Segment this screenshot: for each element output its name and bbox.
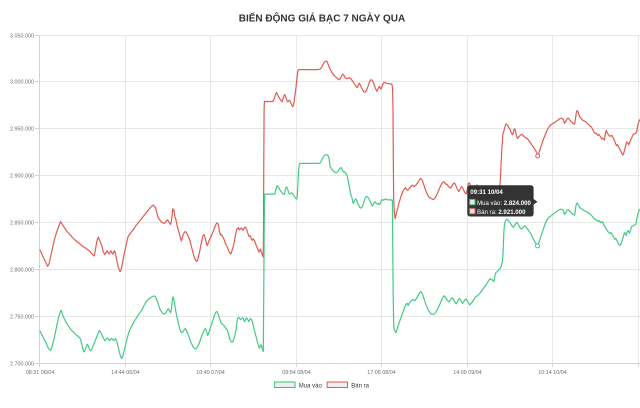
svg-text:Mua vào: Mua vào xyxy=(299,383,323,389)
svg-text:2.950.000: 2.950.000 xyxy=(10,127,34,133)
svg-text:Mua vào: 2.824.000: Mua vào: 2.824.000 xyxy=(477,200,531,207)
svg-text:3.050.000: 3.050.000 xyxy=(10,34,34,40)
svg-text:09:31 10/04: 09:31 10/04 xyxy=(470,189,503,196)
svg-text:10:49 07/04: 10:49 07/04 xyxy=(196,370,224,376)
svg-text:BIẾN ĐỘNG GIÁ BẠC 7 NGÀY QUA: BIẾN ĐỘNG GIÁ BẠC 7 NGÀY QUA xyxy=(239,12,406,25)
svg-text:3.000.000: 3.000.000 xyxy=(10,80,34,86)
svg-text:14:09 09/04: 14:09 09/04 xyxy=(453,370,481,376)
svg-text:Bán ra: 2.921.000: Bán ra: 2.921.000 xyxy=(477,209,526,216)
svg-text:14:44 06/04: 14:44 06/04 xyxy=(111,370,139,376)
svg-text:2.750.000: 2.750.000 xyxy=(10,315,34,321)
svg-text:2.800.000: 2.800.000 xyxy=(10,268,34,274)
svg-text:Bán ra: Bán ra xyxy=(351,383,369,389)
svg-text:2.850.000: 2.850.000 xyxy=(10,221,34,227)
svg-text:17:05 08/04: 17:05 08/04 xyxy=(367,370,395,376)
svg-text:09:54 08/04: 09:54 08/04 xyxy=(282,370,310,376)
svg-text:2.900.000: 2.900.000 xyxy=(10,174,34,180)
svg-text:10:14 10/04: 10:14 10/04 xyxy=(538,370,566,376)
svg-text:2.700.000: 2.700.000 xyxy=(10,362,34,368)
svg-text:08:31 06/04: 08:31 06/04 xyxy=(26,370,54,376)
